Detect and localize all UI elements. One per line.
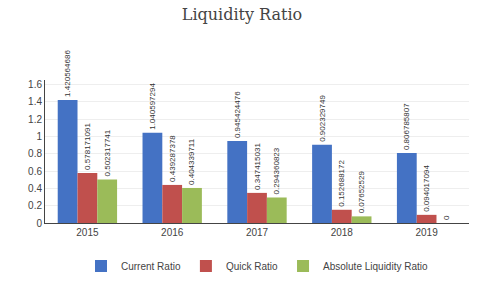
svg-text:0.6: 0.6 bbox=[28, 166, 42, 177]
svg-text:0.806785807: 0.806785807 bbox=[402, 103, 411, 150]
svg-text:1.040597294: 1.040597294 bbox=[148, 83, 157, 130]
svg-text:0.347415031: 0.347415031 bbox=[253, 143, 262, 190]
svg-text:2019: 2019 bbox=[415, 227, 438, 238]
svg-text:Liquidity Ratio: Liquidity Ratio bbox=[182, 5, 302, 24]
svg-text:0.902329749: 0.902329749 bbox=[318, 95, 327, 142]
svg-text:0.294360823: 0.294360823 bbox=[272, 147, 281, 194]
svg-text:Absolute Liquidity Ratio: Absolute Liquidity Ratio bbox=[323, 261, 428, 272]
svg-text:0.439287378: 0.439287378 bbox=[168, 135, 177, 182]
svg-text:0: 0 bbox=[442, 215, 451, 220]
svg-text:0.094017094: 0.094017094 bbox=[422, 165, 431, 212]
svg-text:0.07652529: 0.07652529 bbox=[357, 171, 366, 214]
svg-text:0.945424476: 0.945424476 bbox=[233, 91, 242, 138]
svg-text:1.420564686: 1.420564686 bbox=[63, 50, 72, 97]
svg-text:0.152688172: 0.152688172 bbox=[337, 160, 346, 207]
svg-text:2015: 2015 bbox=[76, 227, 99, 238]
svg-text:Quick Ratio: Quick Ratio bbox=[226, 261, 278, 272]
svg-text:1.2: 1.2 bbox=[28, 114, 42, 125]
svg-text:0.404339711: 0.404339711 bbox=[187, 138, 196, 185]
svg-text:Current Ratio: Current Ratio bbox=[121, 261, 181, 272]
svg-text:2017: 2017 bbox=[246, 227, 269, 238]
svg-text:2016: 2016 bbox=[161, 227, 184, 238]
svg-text:0.502317741: 0.502317741 bbox=[103, 129, 112, 176]
svg-text:0: 0 bbox=[36, 218, 42, 229]
svg-text:0.8: 0.8 bbox=[28, 148, 42, 159]
svg-text:1.4: 1.4 bbox=[28, 96, 42, 107]
svg-text:1.6: 1.6 bbox=[28, 79, 42, 90]
svg-text:0.4: 0.4 bbox=[28, 183, 42, 194]
svg-text:1: 1 bbox=[36, 131, 42, 142]
svg-text:2018: 2018 bbox=[331, 227, 354, 238]
svg-text:0.578171091: 0.578171091 bbox=[83, 123, 92, 170]
svg-text:0.2: 0.2 bbox=[28, 200, 42, 211]
